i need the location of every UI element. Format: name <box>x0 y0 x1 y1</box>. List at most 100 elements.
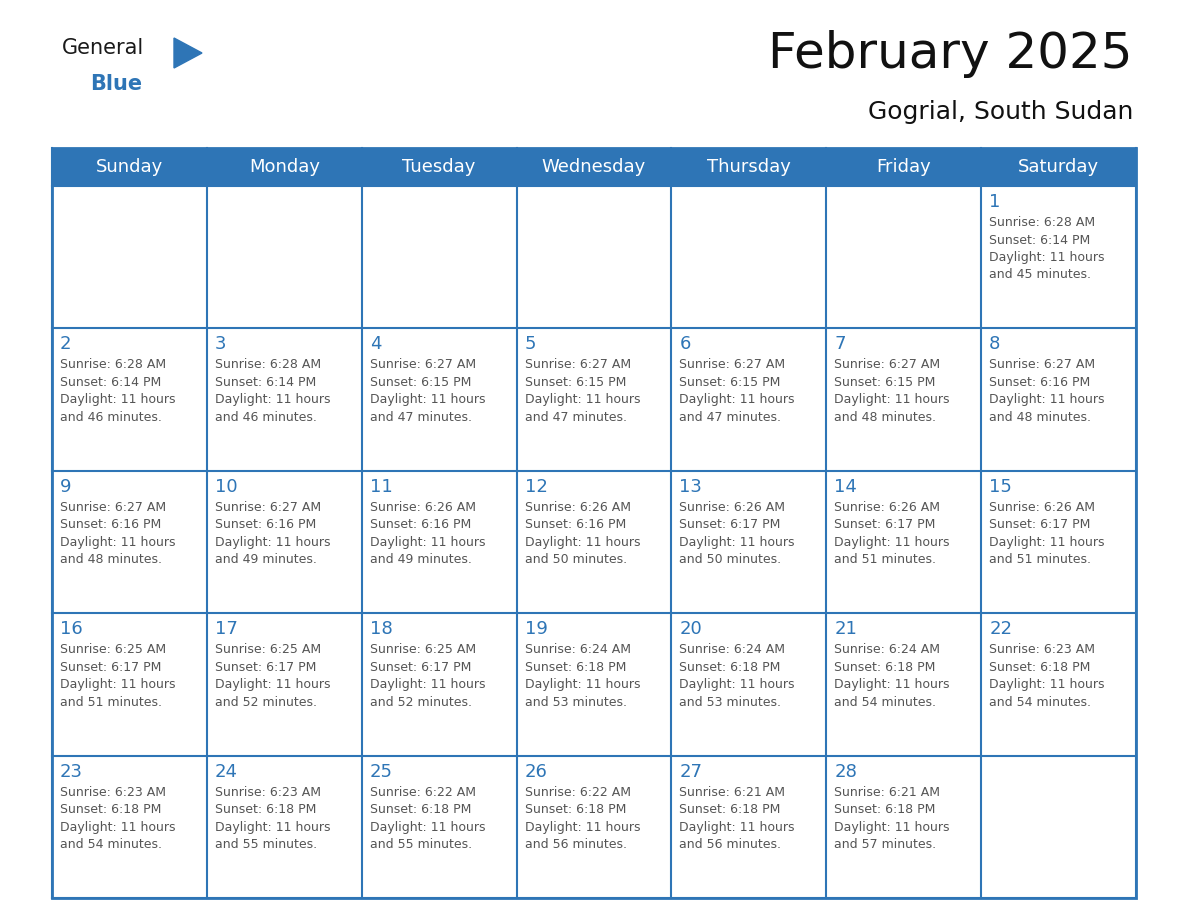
Bar <box>207 329 361 471</box>
Bar <box>517 756 671 898</box>
Text: Sunrise: 6:28 AM
Sunset: 6:14 PM
Daylight: 11 hours
and 46 minutes.: Sunrise: 6:28 AM Sunset: 6:14 PM Dayligh… <box>61 358 176 424</box>
Text: Saturday: Saturday <box>1018 158 1099 176</box>
Bar <box>671 471 827 613</box>
Bar <box>517 471 671 613</box>
Bar <box>52 186 207 329</box>
Bar <box>981 756 1136 898</box>
Text: Sunrise: 6:25 AM
Sunset: 6:17 PM
Daylight: 11 hours
and 51 minutes.: Sunrise: 6:25 AM Sunset: 6:17 PM Dayligh… <box>61 644 176 709</box>
Text: 8: 8 <box>990 335 1000 353</box>
Bar <box>361 471 517 613</box>
Bar <box>361 613 517 756</box>
Text: 22: 22 <box>990 621 1012 638</box>
Bar <box>981 186 1136 329</box>
Bar <box>361 756 517 898</box>
Text: Wednesday: Wednesday <box>542 158 646 176</box>
Text: 27: 27 <box>680 763 702 780</box>
Bar <box>981 471 1136 613</box>
Text: 3: 3 <box>215 335 227 353</box>
Bar <box>827 329 981 471</box>
Text: Tuesday: Tuesday <box>403 158 476 176</box>
Bar <box>671 613 827 756</box>
Text: Sunrise: 6:28 AM
Sunset: 6:14 PM
Daylight: 11 hours
and 46 minutes.: Sunrise: 6:28 AM Sunset: 6:14 PM Dayligh… <box>215 358 330 424</box>
Text: Sunrise: 6:27 AM
Sunset: 6:16 PM
Daylight: 11 hours
and 48 minutes.: Sunrise: 6:27 AM Sunset: 6:16 PM Dayligh… <box>61 501 176 566</box>
Text: 15: 15 <box>990 477 1012 496</box>
Text: Sunrise: 6:27 AM
Sunset: 6:15 PM
Daylight: 11 hours
and 47 minutes.: Sunrise: 6:27 AM Sunset: 6:15 PM Dayligh… <box>369 358 485 424</box>
Bar <box>827 756 981 898</box>
Text: Sunrise: 6:22 AM
Sunset: 6:18 PM
Daylight: 11 hours
and 56 minutes.: Sunrise: 6:22 AM Sunset: 6:18 PM Dayligh… <box>525 786 640 851</box>
Text: Friday: Friday <box>877 158 931 176</box>
Text: 20: 20 <box>680 621 702 638</box>
Bar <box>517 613 671 756</box>
Bar <box>671 329 827 471</box>
Bar <box>52 148 1136 898</box>
Polygon shape <box>173 38 202 68</box>
Text: Sunrise: 6:26 AM
Sunset: 6:16 PM
Daylight: 11 hours
and 50 minutes.: Sunrise: 6:26 AM Sunset: 6:16 PM Dayligh… <box>525 501 640 566</box>
Bar <box>827 613 981 756</box>
Bar <box>981 329 1136 471</box>
Text: Blue: Blue <box>90 74 143 94</box>
Bar <box>207 471 361 613</box>
Text: Sunrise: 6:28 AM
Sunset: 6:14 PM
Daylight: 11 hours
and 45 minutes.: Sunrise: 6:28 AM Sunset: 6:14 PM Dayligh… <box>990 216 1105 282</box>
Text: 13: 13 <box>680 477 702 496</box>
Text: 26: 26 <box>525 763 548 780</box>
Text: Sunrise: 6:26 AM
Sunset: 6:16 PM
Daylight: 11 hours
and 49 minutes.: Sunrise: 6:26 AM Sunset: 6:16 PM Dayligh… <box>369 501 485 566</box>
Bar <box>361 329 517 471</box>
Text: 14: 14 <box>834 477 858 496</box>
Bar <box>52 613 207 756</box>
Text: Sunrise: 6:23 AM
Sunset: 6:18 PM
Daylight: 11 hours
and 54 minutes.: Sunrise: 6:23 AM Sunset: 6:18 PM Dayligh… <box>61 786 176 851</box>
Text: 25: 25 <box>369 763 393 780</box>
Text: 28: 28 <box>834 763 858 780</box>
Text: 12: 12 <box>525 477 548 496</box>
Bar <box>517 186 671 329</box>
Text: 21: 21 <box>834 621 858 638</box>
Bar <box>207 756 361 898</box>
Bar <box>52 329 207 471</box>
Text: 17: 17 <box>215 621 238 638</box>
Text: Sunrise: 6:21 AM
Sunset: 6:18 PM
Daylight: 11 hours
and 57 minutes.: Sunrise: 6:21 AM Sunset: 6:18 PM Dayligh… <box>834 786 949 851</box>
Text: Sunday: Sunday <box>96 158 163 176</box>
Bar <box>52 471 207 613</box>
Text: 16: 16 <box>61 621 83 638</box>
Text: 9: 9 <box>61 477 71 496</box>
Bar <box>981 613 1136 756</box>
Text: Sunrise: 6:25 AM
Sunset: 6:17 PM
Daylight: 11 hours
and 52 minutes.: Sunrise: 6:25 AM Sunset: 6:17 PM Dayligh… <box>369 644 485 709</box>
Text: General: General <box>62 38 144 58</box>
Text: Sunrise: 6:27 AM
Sunset: 6:15 PM
Daylight: 11 hours
and 48 minutes.: Sunrise: 6:27 AM Sunset: 6:15 PM Dayligh… <box>834 358 949 424</box>
Text: 24: 24 <box>215 763 238 780</box>
Text: Sunrise: 6:26 AM
Sunset: 6:17 PM
Daylight: 11 hours
and 51 minutes.: Sunrise: 6:26 AM Sunset: 6:17 PM Dayligh… <box>990 501 1105 566</box>
Text: Sunrise: 6:23 AM
Sunset: 6:18 PM
Daylight: 11 hours
and 55 minutes.: Sunrise: 6:23 AM Sunset: 6:18 PM Dayligh… <box>215 786 330 851</box>
Text: 11: 11 <box>369 477 392 496</box>
Text: Sunrise: 6:27 AM
Sunset: 6:15 PM
Daylight: 11 hours
and 47 minutes.: Sunrise: 6:27 AM Sunset: 6:15 PM Dayligh… <box>525 358 640 424</box>
Text: 18: 18 <box>369 621 392 638</box>
Text: Sunrise: 6:21 AM
Sunset: 6:18 PM
Daylight: 11 hours
and 56 minutes.: Sunrise: 6:21 AM Sunset: 6:18 PM Dayligh… <box>680 786 795 851</box>
Bar <box>671 756 827 898</box>
Text: 7: 7 <box>834 335 846 353</box>
Bar <box>52 756 207 898</box>
Text: Sunrise: 6:25 AM
Sunset: 6:17 PM
Daylight: 11 hours
and 52 minutes.: Sunrise: 6:25 AM Sunset: 6:17 PM Dayligh… <box>215 644 330 709</box>
Text: 19: 19 <box>525 621 548 638</box>
Bar <box>52 148 1136 186</box>
Text: Sunrise: 6:23 AM
Sunset: 6:18 PM
Daylight: 11 hours
and 54 minutes.: Sunrise: 6:23 AM Sunset: 6:18 PM Dayligh… <box>990 644 1105 709</box>
Text: Thursday: Thursday <box>707 158 791 176</box>
Bar <box>361 186 517 329</box>
Text: Monday: Monday <box>248 158 320 176</box>
Bar <box>671 186 827 329</box>
Text: Sunrise: 6:27 AM
Sunset: 6:16 PM
Daylight: 11 hours
and 48 minutes.: Sunrise: 6:27 AM Sunset: 6:16 PM Dayligh… <box>990 358 1105 424</box>
Text: 10: 10 <box>215 477 238 496</box>
Bar <box>827 186 981 329</box>
Text: Sunrise: 6:22 AM
Sunset: 6:18 PM
Daylight: 11 hours
and 55 minutes.: Sunrise: 6:22 AM Sunset: 6:18 PM Dayligh… <box>369 786 485 851</box>
Bar <box>827 471 981 613</box>
Text: 1: 1 <box>990 193 1000 211</box>
Text: February 2025: February 2025 <box>769 30 1133 78</box>
Text: Sunrise: 6:24 AM
Sunset: 6:18 PM
Daylight: 11 hours
and 53 minutes.: Sunrise: 6:24 AM Sunset: 6:18 PM Dayligh… <box>680 644 795 709</box>
Bar <box>207 186 361 329</box>
Text: 6: 6 <box>680 335 690 353</box>
Text: 2: 2 <box>61 335 71 353</box>
Text: Sunrise: 6:24 AM
Sunset: 6:18 PM
Daylight: 11 hours
and 54 minutes.: Sunrise: 6:24 AM Sunset: 6:18 PM Dayligh… <box>834 644 949 709</box>
Text: Sunrise: 6:27 AM
Sunset: 6:16 PM
Daylight: 11 hours
and 49 minutes.: Sunrise: 6:27 AM Sunset: 6:16 PM Dayligh… <box>215 501 330 566</box>
Text: 5: 5 <box>525 335 536 353</box>
Text: Gogrial, South Sudan: Gogrial, South Sudan <box>867 100 1133 124</box>
Text: Sunrise: 6:26 AM
Sunset: 6:17 PM
Daylight: 11 hours
and 51 minutes.: Sunrise: 6:26 AM Sunset: 6:17 PM Dayligh… <box>834 501 949 566</box>
Text: Sunrise: 6:24 AM
Sunset: 6:18 PM
Daylight: 11 hours
and 53 minutes.: Sunrise: 6:24 AM Sunset: 6:18 PM Dayligh… <box>525 644 640 709</box>
Text: Sunrise: 6:26 AM
Sunset: 6:17 PM
Daylight: 11 hours
and 50 minutes.: Sunrise: 6:26 AM Sunset: 6:17 PM Dayligh… <box>680 501 795 566</box>
